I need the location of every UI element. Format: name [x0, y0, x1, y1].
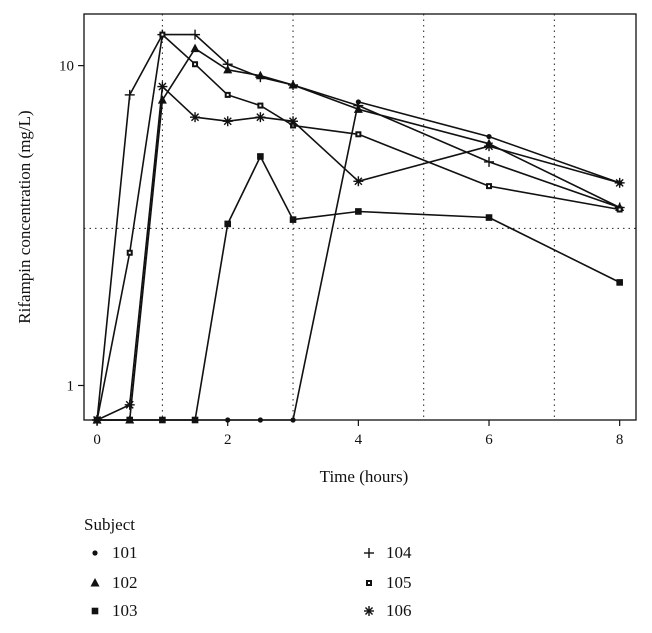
legend-item-102: 102: [88, 573, 138, 593]
data-point-106: [157, 81, 168, 92]
data-point-103: [485, 214, 493, 221]
legend-marker-shape: [90, 578, 100, 587]
data-point-103: [289, 216, 297, 223]
series-line-106: [96, 85, 620, 421]
series-line-101: [97, 101, 620, 421]
legend-marker-icon: [88, 546, 112, 560]
series-lines: [96, 33, 621, 421]
data-point-103: [616, 279, 623, 286]
legend-marker-shape: [366, 580, 372, 586]
legend-marker-icon: [362, 576, 386, 590]
data-point-106: [190, 112, 201, 123]
axes: 0 2 4 6 8 1 10: [59, 59, 623, 448]
data-point-104: [222, 59, 233, 70]
data-point-106: [614, 177, 625, 188]
data-point-104: [255, 72, 266, 83]
legend-marker-shape: [91, 607, 99, 615]
chart: 0 2 4 6 8 1 10 Time (hours) Rifampin concentra…: [15, 13, 637, 486]
x-tick-label: 4: [355, 432, 363, 448]
legend-marker-shape: [364, 606, 374, 616]
legend-label: 101: [112, 543, 138, 562]
data-point-103: [257, 153, 264, 160]
legend-title: Subject: [84, 515, 135, 534]
x-tick-label: 2: [224, 432, 232, 448]
data-point-103: [355, 208, 362, 215]
legend-item-101: 101: [88, 543, 138, 563]
data-point-103: [224, 220, 232, 228]
data-point-106: [484, 141, 495, 152]
legend-label: 103: [112, 601, 138, 620]
data-point-101: [486, 133, 492, 140]
data-markers: [92, 29, 625, 425]
legend-marker-shape: [364, 548, 374, 558]
data-point-106: [353, 176, 364, 187]
data-point-105: [126, 249, 133, 256]
legend-marker-shape: [92, 550, 98, 556]
legend-label: 105: [386, 573, 412, 592]
series-line-102: [97, 47, 621, 421]
y-tick-label: 10: [59, 59, 74, 75]
data-point-104: [353, 100, 364, 111]
x-tick-label: 8: [616, 432, 624, 448]
series-line-104: [96, 33, 620, 421]
y-axis-title: Rifampin concentration (mg/L): [15, 110, 34, 323]
data-point-105: [192, 61, 199, 68]
legend: Subject 101 102 103 104 105 106: [84, 515, 644, 630]
series-line-105: [96, 33, 620, 421]
legend-label: 106: [386, 601, 412, 620]
data-point-104: [190, 29, 201, 40]
data-point-105: [355, 131, 362, 138]
legend-marker-icon: [88, 576, 112, 590]
data-point-105: [159, 31, 166, 38]
legend-item-104: 104: [362, 543, 412, 563]
legend-item-103: 103: [88, 601, 138, 621]
data-point-104: [288, 79, 299, 90]
data-point-105: [224, 91, 231, 98]
data-point-102: [157, 95, 167, 104]
data-point-105: [257, 102, 264, 109]
grid-lines: [84, 14, 636, 420]
data-point-104: [124, 89, 135, 100]
data-point-102: [190, 43, 200, 53]
legend-label: 102: [112, 573, 138, 592]
legend-label: 104: [386, 543, 412, 562]
x-tick-label: 6: [485, 432, 493, 448]
legend-marker-icon: [88, 604, 112, 618]
plot-frame: [83, 13, 637, 421]
data-point-104: [484, 156, 495, 167]
y-tick-label: 1: [67, 378, 75, 394]
legend-marker-icon: [362, 546, 386, 560]
legend-marker-icon: [362, 604, 386, 618]
data-point-106: [124, 399, 135, 410]
data-point-106: [222, 116, 233, 127]
data-point-105: [616, 206, 623, 213]
data-point-105: [486, 183, 493, 190]
legend-item-105: 105: [362, 573, 412, 593]
legend-item-106: 106: [362, 601, 412, 621]
data-point-106: [288, 116, 299, 127]
x-tick-label: 0: [93, 432, 101, 448]
x-axis-title: Time (hours): [320, 467, 409, 486]
data-point-106: [255, 112, 266, 123]
